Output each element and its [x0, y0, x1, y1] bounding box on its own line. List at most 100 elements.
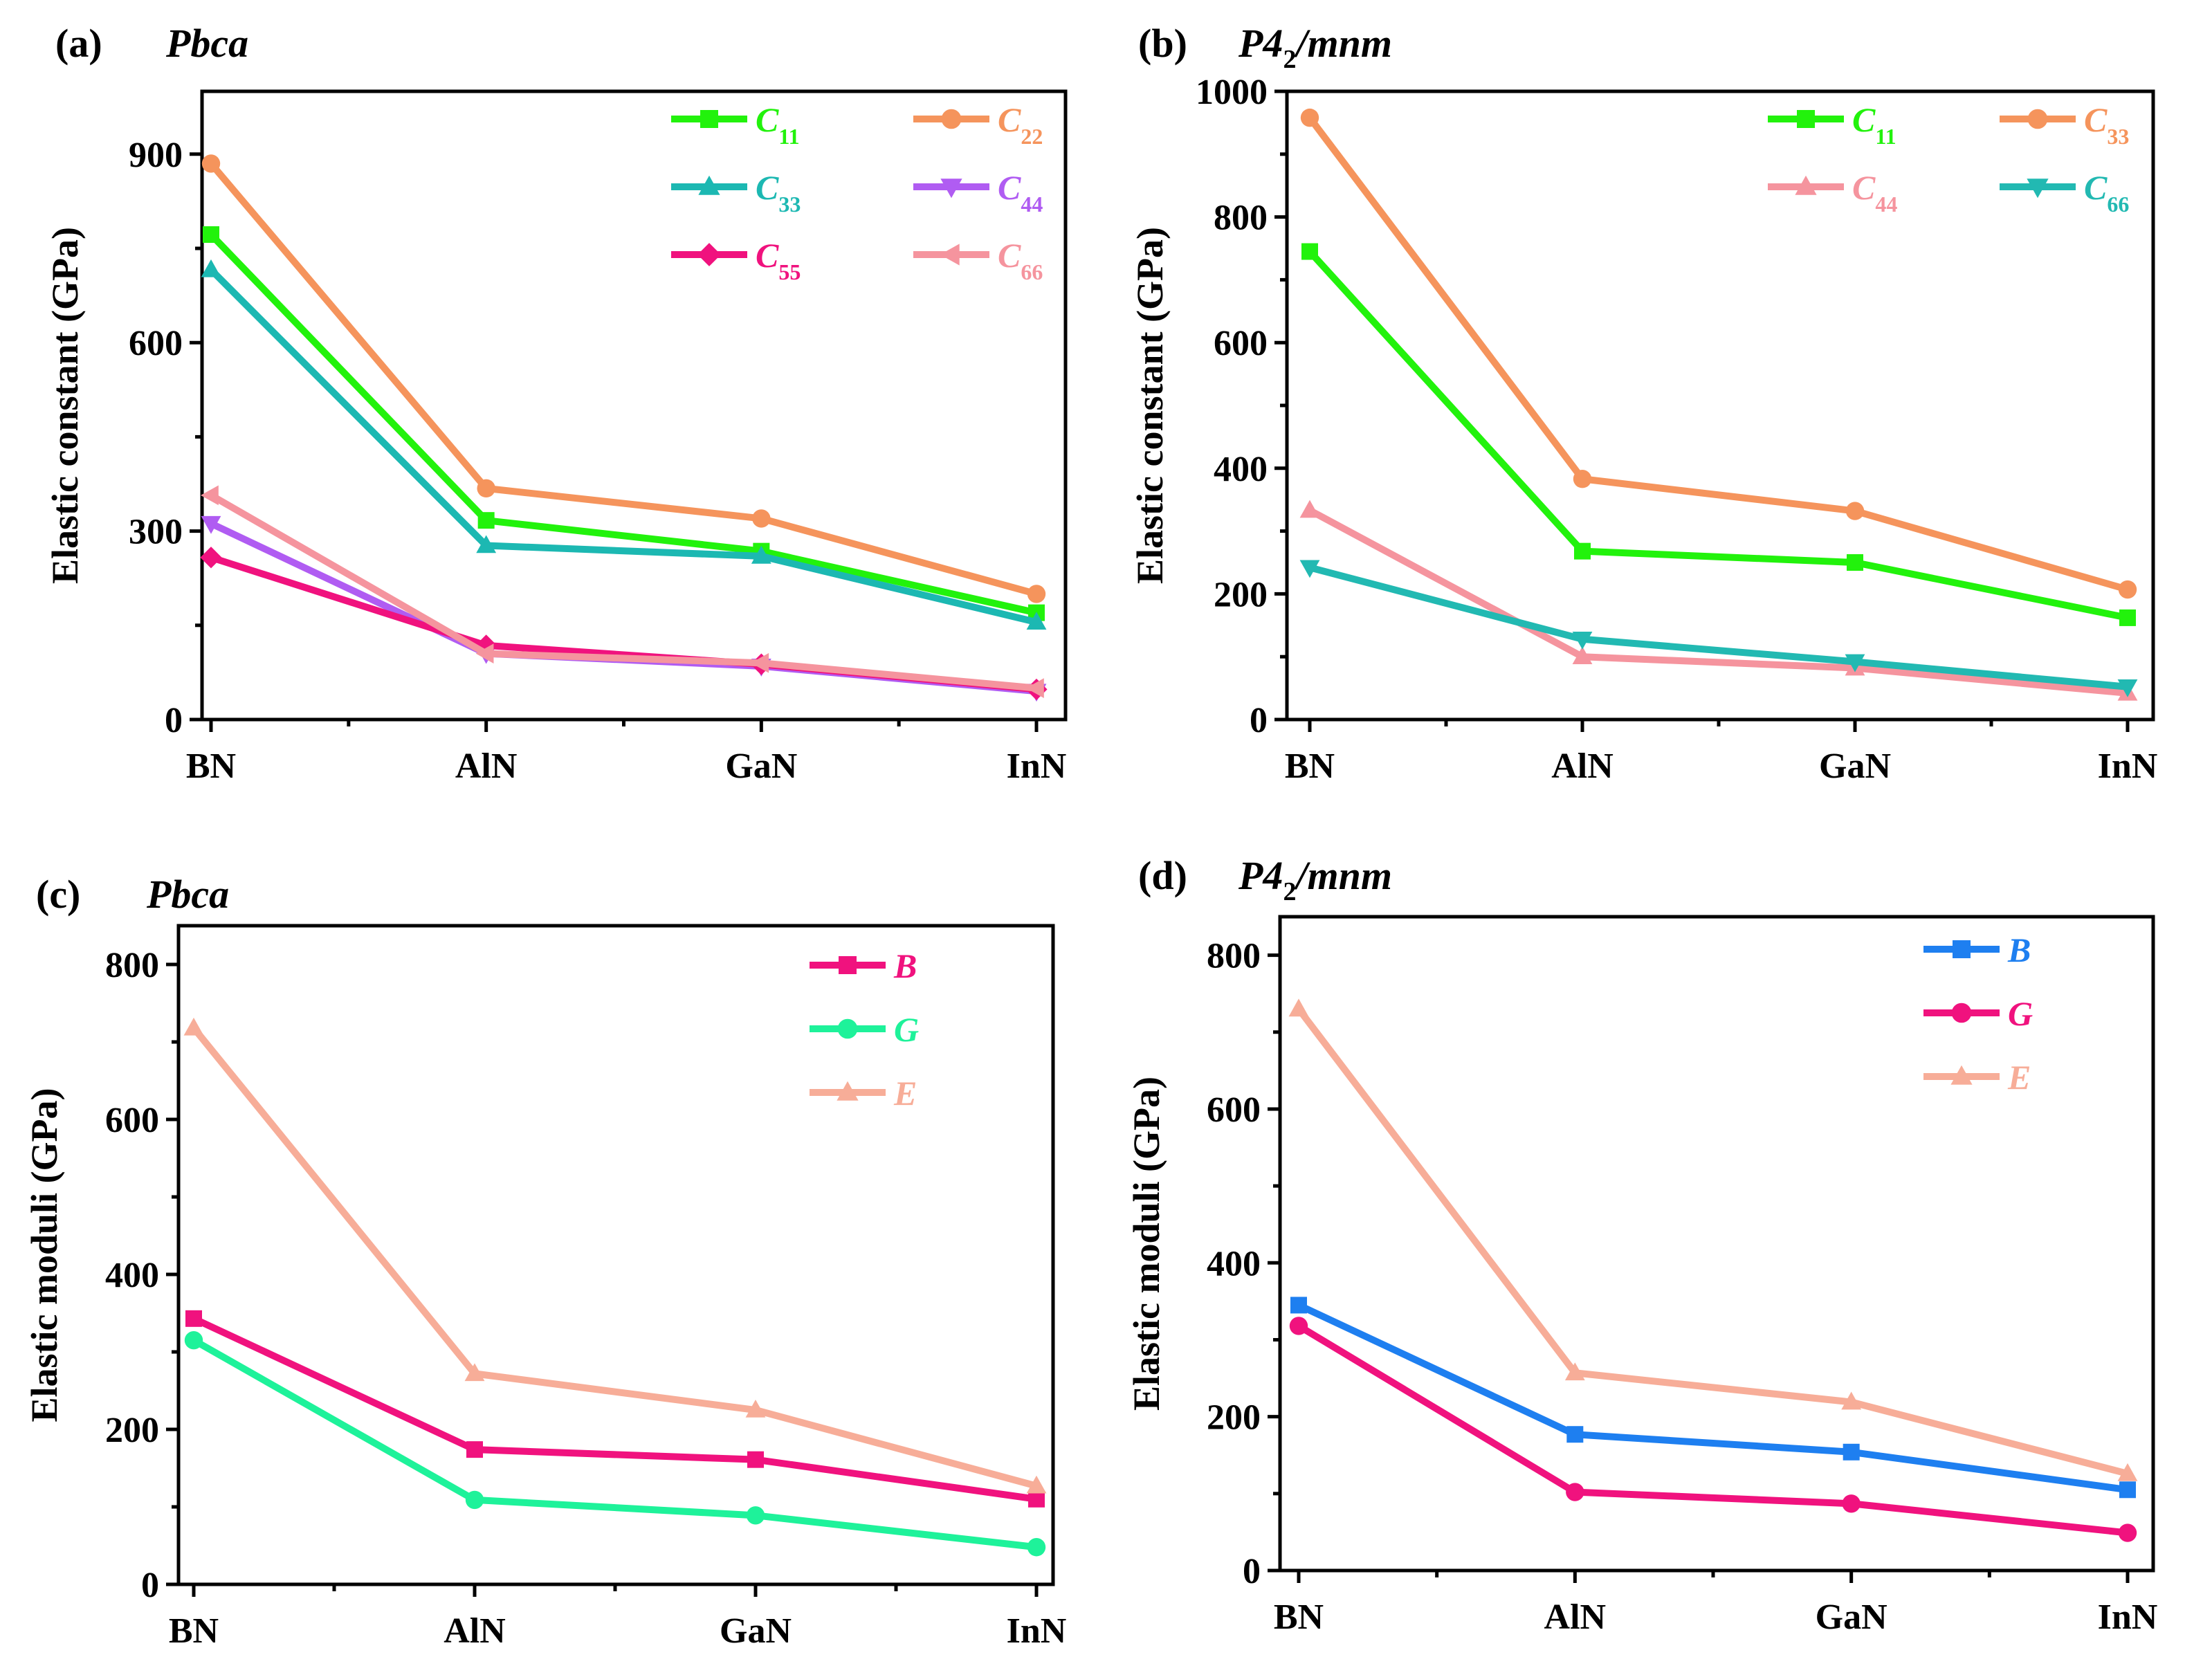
legend-item: C66: [2000, 168, 2129, 217]
y-axis-title: Elastic moduli (GPa): [1126, 1077, 1167, 1411]
legend-item: E: [1923, 1058, 2031, 1097]
x-tick-label: GaN: [1819, 747, 1891, 786]
legend-marker: [1797, 110, 1815, 128]
series-G: [184, 1331, 1046, 1557]
panel-label: (a): [55, 21, 102, 66]
legend-item: C22: [913, 100, 1043, 149]
data-point: [184, 1331, 203, 1350]
x-tick-label: BN: [186, 747, 236, 786]
data-point: [2117, 1463, 2138, 1481]
legend-label: C66: [2084, 168, 2129, 217]
data-point: [200, 547, 222, 569]
legend-label: E: [2007, 1058, 2031, 1097]
legend: BGE: [810, 946, 919, 1113]
series-line: [1308, 564, 2128, 690]
legend-item: B: [810, 946, 917, 985]
data-point: [1847, 554, 1863, 571]
x-tick-label: AlN: [1544, 1598, 1607, 1637]
y-axis-title: Elastic moduli (GPa): [24, 1088, 65, 1422]
panel-label: (b): [1138, 21, 1187, 66]
series-line: [1297, 1323, 2128, 1537]
data-point: [201, 515, 221, 534]
data-point: [1841, 1391, 1862, 1410]
data-point: [1028, 1490, 1045, 1508]
legend-marker: [940, 178, 962, 199]
series-C66: [1299, 560, 2138, 697]
data-point: [466, 1441, 483, 1458]
x-tick-label: BN: [1274, 1598, 1324, 1637]
legend-label: C33: [2084, 100, 2129, 149]
panel-b: 0 200 400 600 800 1000 BN AlN GaN InN Elastic cons…: [1129, 21, 2157, 786]
legend-label: C55: [756, 236, 801, 284]
plot-frame: [1278, 915, 2155, 1573]
y-tick-label: 1000: [1196, 73, 1268, 112]
series-line: [192, 1337, 1037, 1551]
legend-label: C22: [998, 100, 1043, 149]
x-tick-label: InN: [2098, 1598, 2158, 1637]
x-tick-label: GaN: [725, 747, 797, 786]
panel-label: (d): [1138, 853, 1187, 898]
data-point: [476, 535, 497, 553]
legend-marker: [839, 956, 857, 974]
data-point: [203, 226, 219, 244]
x-tick-label: InN: [1007, 747, 1067, 786]
legend-marker: [1953, 940, 1971, 958]
panel-label: (c): [36, 872, 80, 917]
data-point: [1026, 1475, 1047, 1494]
x-tick-label: BN: [1285, 747, 1335, 786]
data-point: [1299, 500, 1320, 518]
data-point: [465, 1490, 484, 1510]
legend-label: C44: [1852, 168, 1897, 217]
legend-item: C11: [1768, 100, 1896, 149]
data-point: [2118, 1523, 2137, 1542]
legend-marker: [697, 243, 721, 266]
legend-item: C11: [671, 100, 800, 149]
legend-marker: [1795, 175, 1817, 195]
panel-a: 0 300 600 900 BN AlN GaN InN Elastic constant (G…: [44, 21, 1068, 786]
legend-item: G: [810, 1010, 919, 1049]
data-point: [1842, 1494, 1861, 1513]
data-point: [1026, 612, 1047, 630]
x-tick-label: AlN: [455, 747, 518, 786]
data-point: [201, 259, 221, 277]
y-tick-label: 400: [1207, 1244, 1261, 1283]
y-tick-label: 400: [105, 1256, 159, 1295]
legend-item: C33: [671, 168, 801, 217]
legend-marker: [700, 110, 718, 128]
data-point: [201, 485, 219, 506]
data-point: [183, 1017, 204, 1036]
data-point: [2119, 1481, 2136, 1499]
y-tick-label: 200: [1214, 575, 1268, 614]
y-tick-label: 800: [1207, 937, 1261, 976]
x-tick-label: AlN: [444, 1611, 506, 1651]
series-line: [1296, 1007, 2129, 1477]
series-line: [1308, 507, 2128, 697]
series-B: [185, 1310, 1045, 1508]
series-E: [183, 1017, 1047, 1494]
series-C33: [201, 259, 1047, 630]
x-tick-label: BN: [169, 1611, 219, 1651]
legend-label: C11: [756, 100, 800, 149]
space-group-title: P42/mnm: [1238, 853, 1392, 906]
series-C33: [1300, 108, 2137, 599]
x-tick-label: GaN: [1816, 1598, 1887, 1637]
data-point: [2117, 679, 2138, 697]
data-point: [477, 479, 495, 498]
y-tick-label: 0: [141, 1566, 159, 1605]
legend-label: B: [893, 946, 917, 985]
series-line: [208, 161, 1038, 598]
data-point: [2118, 580, 2137, 599]
data-point: [477, 512, 495, 529]
legend-label: E: [893, 1074, 917, 1113]
data-point: [1566, 1426, 1584, 1443]
legend: C11 C33 C44 C66: [1768, 100, 2129, 217]
y-tick-label: 0: [165, 701, 183, 740]
space-group-title: P42/mnm: [1238, 21, 1392, 74]
data-point: [2119, 609, 2136, 626]
data-point: [1572, 631, 1593, 650]
data-point: [751, 545, 771, 564]
data-point: [1026, 678, 1044, 698]
data-point: [1289, 1317, 1308, 1335]
y-tick-label: 300: [129, 513, 183, 552]
series-line: [1307, 249, 2128, 621]
